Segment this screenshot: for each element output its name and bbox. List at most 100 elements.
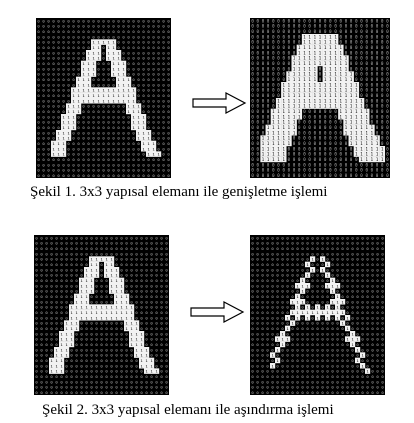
grid-digit-zero: 0 — [356, 331, 359, 336]
grid-digit-zero: 0 — [95, 251, 98, 256]
grid-digit-zero: 0 — [100, 321, 103, 326]
grid-digit-zero: 0 — [306, 369, 309, 374]
figure-1-right-arrow-icon — [192, 92, 247, 114]
grid-digit-zero: 0 — [47, 29, 50, 34]
grid-digit-zero: 0 — [110, 342, 113, 347]
grid-digit-zero: 0 — [340, 120, 343, 125]
grid-digit-zero: 0 — [45, 337, 48, 342]
grid-digit-zero: 0 — [75, 337, 78, 342]
grid-digit-zero: 0 — [355, 61, 358, 66]
grid-digit-zero: 0 — [77, 168, 80, 173]
grid-digit-zero: 0 — [281, 315, 284, 320]
grid-digit-zero: 0 — [142, 72, 145, 77]
grid-digit-zero: 0 — [282, 34, 285, 39]
grid-digit-zero: 0 — [47, 152, 50, 157]
grid-digit-zero: 0 — [303, 146, 306, 151]
grid-digit-zero: 0 — [137, 34, 140, 39]
grid-digit-zero: 0 — [137, 98, 140, 103]
grid-digit-zero: 0 — [277, 61, 280, 66]
grid-digit-zero: 0 — [371, 109, 374, 114]
grid-digit-zero: 0 — [321, 369, 324, 374]
grid-digit-zero: 0 — [125, 385, 128, 390]
grid-digit-zero: 0 — [72, 72, 75, 77]
grid-digit-zero: 0 — [140, 305, 143, 310]
grid-digit-zero: 0 — [42, 125, 45, 130]
grid-digit-zero: 0 — [155, 315, 158, 320]
grid-digit-zero: 0 — [331, 305, 334, 310]
grid-digit-zero: 0 — [122, 120, 125, 125]
grid-digit-zero: 0 — [266, 385, 269, 390]
grid-digit-zero: 0 — [35, 246, 38, 251]
grid-digit-zero: 0 — [316, 337, 319, 342]
grid-digit-zero: 0 — [67, 168, 70, 173]
grid-digit-zero: 0 — [251, 257, 254, 262]
grid-digit-zero: 0 — [147, 18, 150, 23]
grid-digit-zero: 0 — [140, 262, 143, 267]
grid-digit-zero: 0 — [140, 273, 143, 278]
grid-digit-zero: 0 — [167, 141, 170, 146]
grid-digit-zero: 0 — [365, 29, 368, 34]
grid-digit-zero: 0 — [142, 98, 145, 103]
grid-digit-zero: 0 — [160, 267, 163, 272]
grid-digit-zero: 0 — [62, 24, 65, 29]
grid-digit-zero: 0 — [282, 29, 285, 34]
grid-digit-zero: 0 — [142, 93, 145, 98]
grid-digit-zero: 0 — [281, 241, 284, 246]
grid-digit-zero: 0 — [152, 50, 155, 55]
grid-digit-zero: 0 — [316, 390, 319, 395]
grid-digit-zero: 0 — [105, 294, 108, 299]
grid-digit-zero: 0 — [67, 29, 70, 34]
grid-digit-zero: 0 — [288, 18, 291, 23]
grid-digit-zero: 0 — [140, 283, 143, 288]
grid-digit-zero: 0 — [65, 283, 68, 288]
grid-digit-zero: 0 — [72, 136, 75, 141]
grid-digit-zero: 0 — [281, 353, 284, 358]
grid-digit-zero: 0 — [271, 251, 274, 256]
grid-digit-zero: 0 — [306, 299, 309, 304]
grid-digit-zero: 0 — [261, 369, 264, 374]
grid-digit-zero: 0 — [301, 305, 304, 310]
grid-digit-zero: 0 — [127, 50, 130, 55]
grid-digit-zero: 0 — [35, 331, 38, 336]
grid-digit-zero: 0 — [140, 369, 143, 374]
grid-digit-zero: 0 — [42, 157, 45, 162]
grid-digit-zero: 0 — [150, 337, 153, 342]
grid-digit-zero: 0 — [47, 66, 50, 71]
grid-digit-zero: 0 — [261, 363, 264, 368]
grid-digit-zero: 0 — [40, 353, 43, 358]
grid-digit-zero: 0 — [135, 267, 138, 272]
grid-digit-zero: 0 — [267, 56, 270, 61]
grid-digit-zero: 0 — [376, 125, 379, 130]
grid-digit-zero: 0 — [345, 29, 348, 34]
grid-digit-zero: 0 — [52, 130, 55, 135]
grid-digit-zero: 0 — [125, 331, 128, 336]
grid-digit-zero: 0 — [157, 93, 160, 98]
grid-digit-zero: 0 — [334, 29, 337, 34]
grid-digit-zero: 0 — [301, 246, 304, 251]
grid-digit-zero: 0 — [257, 162, 260, 167]
grid-digit-zero: 0 — [162, 72, 165, 77]
grid-digit-zero: 0 — [117, 173, 120, 178]
grid-digit-zero: 0 — [97, 130, 100, 135]
grid-digit-zero: 0 — [40, 241, 43, 246]
grid-digit-zero: 0 — [87, 24, 90, 29]
grid-digit-zero: 0 — [316, 331, 319, 336]
grid-digit-zero: 0 — [57, 56, 60, 61]
grid-digit-zero: 0 — [50, 353, 53, 358]
grid-digit-zero: 0 — [167, 157, 170, 162]
grid-digit-zero: 0 — [55, 241, 58, 246]
grid-digit-zero: 0 — [376, 45, 379, 50]
grid-digit-zero: 0 — [55, 331, 58, 336]
grid-digit-zero: 0 — [341, 289, 344, 294]
grid-digit-zero: 0 — [85, 251, 88, 256]
grid-digit-zero: 0 — [152, 66, 155, 71]
grid-digit-zero: 0 — [127, 45, 130, 50]
grid-digit-zero: 0 — [376, 251, 379, 256]
grid-digit-zero: 0 — [298, 146, 301, 151]
grid-digit-zero: 0 — [376, 120, 379, 125]
grid-digit-zero: 0 — [356, 310, 359, 315]
grid-digit-zero: 0 — [267, 93, 270, 98]
grid-digit-zero: 0 — [376, 379, 379, 384]
grid-digit-zero: 0 — [257, 93, 260, 98]
grid-digit-zero: 0 — [340, 146, 343, 151]
